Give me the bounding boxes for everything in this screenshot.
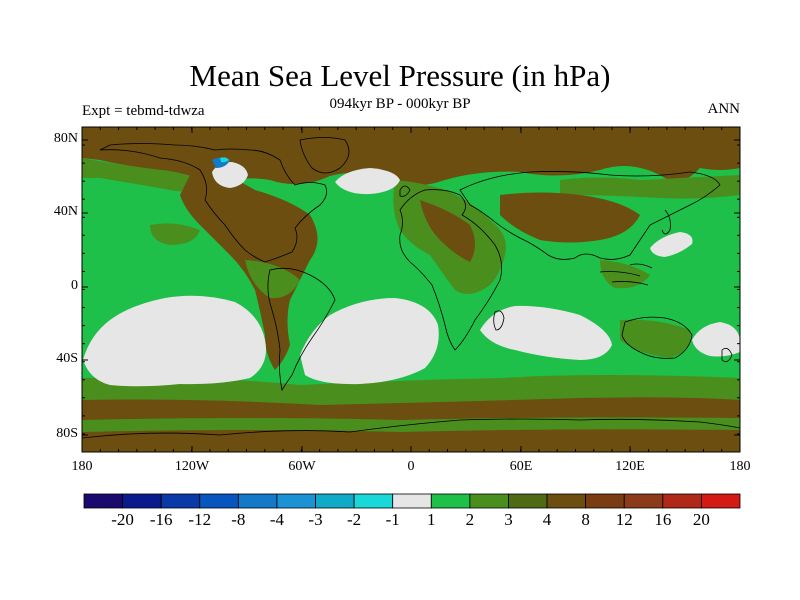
lon-tick-label: 60W	[288, 459, 316, 474]
colorbar-label: 1	[427, 510, 436, 529]
colorbar-label: -4	[269, 510, 285, 529]
map-field	[82, 127, 740, 452]
lat-tick-label: 40N	[53, 204, 78, 219]
colorbar-label: -2	[347, 510, 362, 529]
south-atlantic-gray	[300, 298, 439, 385]
maritime-olive	[600, 260, 650, 289]
colorbar-label: -3	[308, 510, 323, 529]
lon-tick-label: 120E	[615, 459, 645, 474]
colorbar-swatch	[122, 493, 162, 509]
colorbar-swatch	[83, 493, 123, 509]
colorbar	[83, 493, 741, 509]
colorbar-label: -12	[188, 510, 212, 529]
colorbar-label: -16	[149, 510, 173, 529]
colorbar-swatch	[315, 493, 355, 509]
colorbar-swatch	[199, 493, 239, 509]
tick-marks	[81, 126, 741, 453]
colorbar-swatch	[623, 493, 664, 509]
colorbar-swatch	[585, 493, 625, 509]
map-title: Mean Sea Level Pressure (in hPa)	[189, 58, 611, 93]
hudson-bay-negative-core	[220, 157, 229, 163]
colorbar-swatch	[353, 493, 394, 509]
map-subtitle: 094kyr BP - 000kyr BP	[329, 96, 471, 112]
colorbar-label: 2	[465, 510, 475, 529]
season-label: ANN	[707, 101, 741, 117]
north-pacific-olive	[82, 158, 215, 192]
colorbar-swatch	[430, 493, 471, 509]
hudson-bay-gray	[212, 162, 248, 188]
south-pacific-gray	[83, 295, 266, 387]
colorbar-label: 20	[692, 510, 710, 529]
colorbar-swatch	[392, 493, 432, 509]
colorbar-label: 8	[581, 510, 590, 529]
colorbar-label: 12	[615, 510, 633, 529]
colorbar-swatch	[160, 493, 201, 509]
colorbar-label: -20	[111, 510, 134, 529]
lat-tick-label: 80N	[53, 131, 78, 146]
lon-tick-label: 120W	[174, 459, 210, 474]
north-atlantic-gray	[335, 168, 400, 195]
colorbar-swatch	[701, 493, 741, 509]
lon-tick-label: 180	[71, 459, 93, 474]
australia-olive	[620, 319, 691, 358]
north-africa-positive	[420, 200, 475, 262]
lat-tick-label: 80S	[56, 426, 78, 441]
colorbar-swatch	[237, 493, 278, 509]
colorbar-swatch	[276, 493, 316, 509]
lon-tick-label: 0	[407, 459, 415, 474]
colorbar-label: -8	[231, 510, 246, 529]
colorbar-swatch	[508, 493, 548, 509]
lat-tick-label: 40S	[56, 351, 78, 366]
north-pacific-gray	[650, 232, 693, 257]
colorbar-swatch	[662, 493, 702, 509]
indian-ocean-gray	[480, 305, 612, 360]
colorbar-label: -1	[385, 510, 400, 529]
pacific-olive-patch	[150, 223, 200, 245]
colorbar-swatch	[469, 493, 509, 509]
tasman-gray	[692, 322, 740, 357]
lon-tick-label: 180	[729, 459, 751, 474]
asia-positive-region	[500, 192, 640, 243]
lon-tick-label: 60E	[509, 459, 533, 474]
coastlines	[82, 137, 740, 439]
south-america-olive	[245, 260, 300, 299]
colorbar-swatch	[546, 493, 587, 509]
lat-tick-label: 0	[71, 278, 78, 293]
north-asia-olive	[560, 175, 740, 199]
experiment-label: Expt = tebmd-tdwza	[82, 103, 205, 119]
colorbar-label: 16	[654, 510, 672, 529]
colorbar-label: 4	[542, 510, 552, 529]
colorbar-label: 3	[504, 510, 513, 529]
